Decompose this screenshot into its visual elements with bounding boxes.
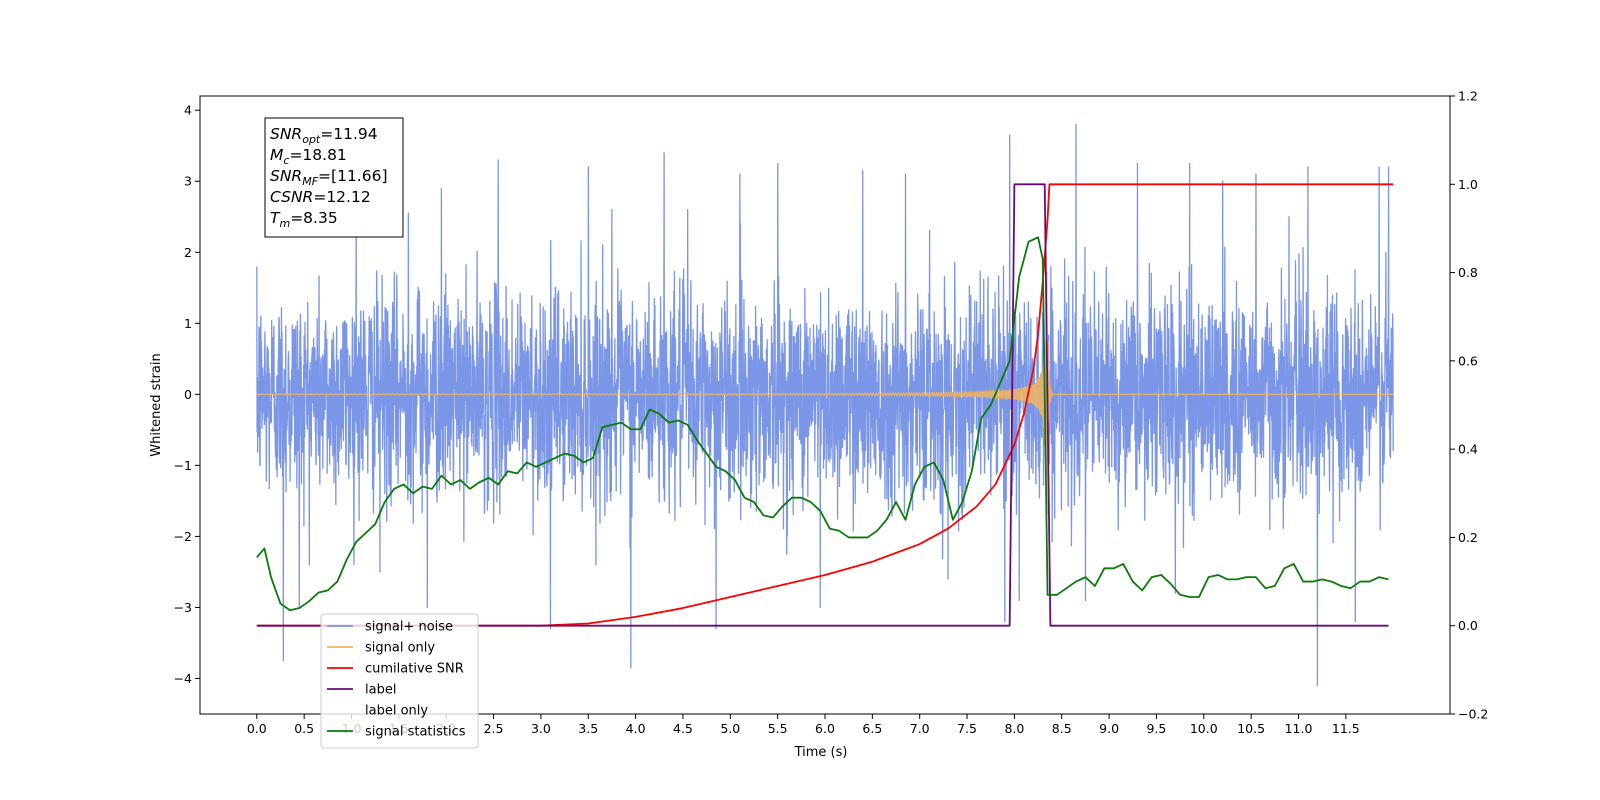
y-axis-label: Whitened strain — [149, 353, 164, 456]
y2-tick-label: 1.0 — [1458, 177, 1478, 192]
legend-label: label — [365, 683, 396, 698]
y-tick-label: −2 — [174, 529, 192, 544]
series-signal-statistics — [256, 236, 1389, 612]
y-axis-right: −0.2 0.0 0.2 0.4 0.6 0.8 1.0 1.2 — [1450, 89, 1488, 722]
x-tick-label: 2.5 — [484, 721, 504, 736]
x-tick-label: 9.5 — [1146, 721, 1166, 736]
y-tick-label: 1 — [184, 316, 192, 331]
annotation-line: Tm=8.35 — [270, 209, 338, 230]
annotation-line: SNRMF=[11.66] — [270, 167, 388, 188]
x-tick-label: 0.0 — [247, 721, 267, 736]
x-axis: 0.00.51.01.52.02.53.03.54.04.55.05.56.06… — [247, 714, 1360, 736]
legend: signal+ noise signal only cumilative SNR la… — [320, 613, 479, 749]
x-tick-label: 6.0 — [815, 721, 835, 736]
x-tick-label: 6.5 — [862, 721, 882, 736]
y-tick-label: 3 — [184, 174, 192, 189]
x-tick-label: 4.0 — [626, 721, 646, 736]
y-tick-label: 2 — [184, 245, 192, 260]
x-tick-label: 10.5 — [1237, 721, 1265, 736]
x-tick-label: 5.5 — [768, 721, 788, 736]
x-tick-label: 4.5 — [673, 721, 693, 736]
series-label — [256, 183, 1389, 627]
annotation-line: Mc=18.81 — [270, 146, 347, 167]
annotation-frame — [264, 117, 404, 238]
x-tick-label: 7.5 — [957, 721, 977, 736]
y2-tick-label: 0.8 — [1458, 265, 1478, 280]
x-tick-label: 0.5 — [294, 721, 314, 736]
x-tick-label: 8.0 — [1004, 721, 1024, 736]
legend-frame — [320, 613, 479, 749]
x-tick-label: 11.0 — [1285, 721, 1313, 736]
x-tick-label: 11.5 — [1332, 721, 1360, 736]
y-tick-label: −4 — [174, 671, 192, 686]
annotation-line: CSNR=12.12 — [270, 188, 371, 206]
y-tick-label: −3 — [174, 600, 192, 615]
legend-label: signal only — [365, 641, 435, 656]
series-signal-noise — [256, 123, 1394, 687]
y-tick-label: 0 — [184, 387, 192, 402]
y2-tick-label: 1.2 — [1458, 89, 1478, 104]
legend-label: cumilative SNR — [365, 662, 464, 677]
y2-tick-label: 0.0 — [1458, 618, 1478, 633]
x-tick-label: 3.0 — [531, 721, 551, 736]
x-axis-label: Time (s) — [794, 745, 848, 760]
x-tick-label: 10.0 — [1190, 721, 1218, 736]
y-axis-left: −4 −3 −2 −1 0 1 2 3 4 — [174, 103, 200, 686]
x-tick-label: 9.0 — [1099, 721, 1119, 736]
x-tick-label: 3.5 — [578, 721, 598, 736]
y2-tick-label: 0.6 — [1458, 353, 1478, 368]
y2-tick-label: 0.2 — [1458, 530, 1478, 545]
y2-tick-label: −0.2 — [1458, 707, 1488, 722]
series-cumulative-snr — [256, 183, 1394, 627]
x-tick-label: 8.5 — [1052, 721, 1072, 736]
x-tick-label: 7.0 — [910, 721, 930, 736]
legend-label: label only — [365, 704, 428, 719]
legend-label: signal statistics — [365, 725, 466, 740]
series-signal-only — [256, 271, 1394, 515]
annotation-box: SNRopt=11.94Mc=18.81SNRMF=[11.66]CSNR=12… — [264, 117, 404, 238]
y2-tick-label: 0.4 — [1458, 442, 1478, 457]
y-tick-label: −1 — [174, 458, 192, 473]
legend-label: signal+ noise — [365, 620, 453, 635]
y-tick-label: 4 — [184, 103, 192, 118]
series-layer — [256, 123, 1394, 687]
x-tick-label: 5.0 — [720, 721, 740, 736]
annotation-line: SNRopt=11.94 — [270, 125, 378, 146]
